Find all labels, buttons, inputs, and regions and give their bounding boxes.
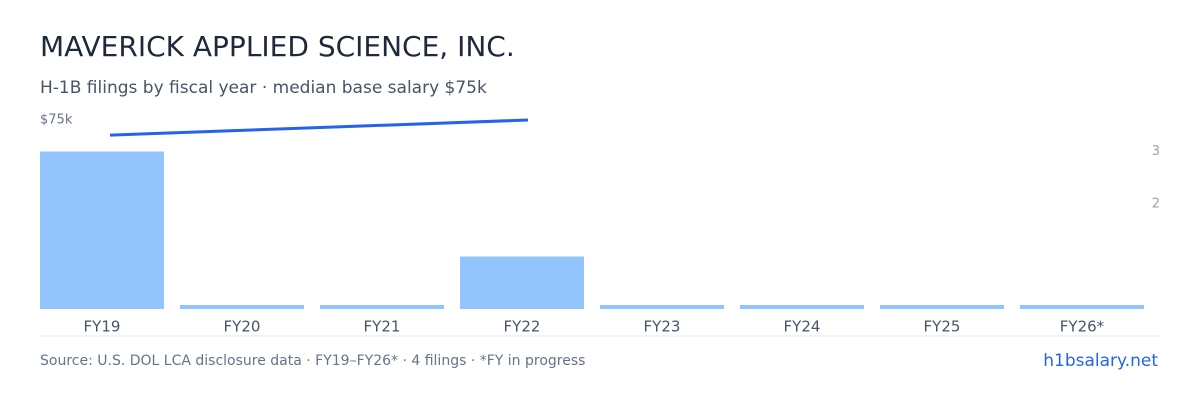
x-tick-label: FY25 xyxy=(924,318,961,336)
brand-link[interactable]: h1bsalary.net xyxy=(1043,351,1158,371)
bar xyxy=(320,305,444,309)
y2-tick-label: 3 xyxy=(1152,144,1160,159)
bar xyxy=(460,256,584,309)
x-tick-label: FY20 xyxy=(224,318,261,336)
bar xyxy=(180,305,304,309)
bar xyxy=(880,305,1004,309)
bar xyxy=(40,151,164,309)
x-tick-label: FY22 xyxy=(504,318,541,336)
y-tick-label: $75k xyxy=(40,113,73,128)
source-note: Source: U.S. DOL LCA disclosure data · F… xyxy=(40,353,585,369)
x-tick-label: FY23 xyxy=(644,318,681,336)
x-tick-label: FY26* xyxy=(1060,318,1105,336)
chart-subtitle: H-1B filings by fiscal year · median bas… xyxy=(40,78,487,98)
salary-line xyxy=(109,118,529,137)
chart-title: MAVERICK APPLIED SCIENCE, INC. xyxy=(40,30,515,63)
y2-tick-label: 2 xyxy=(1152,197,1160,212)
bar xyxy=(1020,305,1144,309)
x-tick-label: FY19 xyxy=(84,318,121,336)
bar xyxy=(740,305,864,309)
x-tick-label: FY21 xyxy=(364,318,401,336)
bar xyxy=(600,305,724,309)
x-tick-label: FY24 xyxy=(784,318,821,336)
